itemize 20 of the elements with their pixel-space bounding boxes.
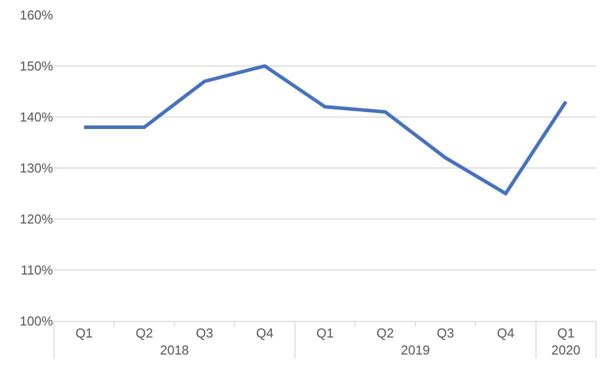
y-tick-label: 120% bbox=[20, 212, 54, 227]
x-tick-label: Q4 bbox=[256, 326, 274, 341]
y-tick-label: 140% bbox=[20, 110, 54, 125]
x-tick-label: Q1 bbox=[75, 326, 93, 341]
y-tick-label: 150% bbox=[20, 58, 54, 74]
x-tick-label: Q3 bbox=[436, 326, 454, 341]
x-tick-label: Q1 bbox=[557, 326, 575, 341]
y-tick-label: 110% bbox=[20, 262, 54, 278]
x-tick-label: Q2 bbox=[376, 326, 394, 341]
x-tick-label: Q2 bbox=[136, 326, 153, 341]
line-series bbox=[82, 64, 568, 196]
y-tick-label: 160% bbox=[20, 8, 54, 23]
text: 2019 bbox=[400, 342, 430, 358]
x-tick-label: Q4 bbox=[497, 326, 514, 341]
text: 2020 bbox=[551, 342, 580, 358]
y-tick-label: 100% bbox=[20, 314, 54, 329]
y-tick-label: 130% bbox=[20, 160, 54, 176]
x-tick-label: Q1 bbox=[316, 326, 334, 341]
text: 2018 bbox=[160, 342, 189, 358]
x-tick-label: Q3 bbox=[196, 326, 214, 341]
